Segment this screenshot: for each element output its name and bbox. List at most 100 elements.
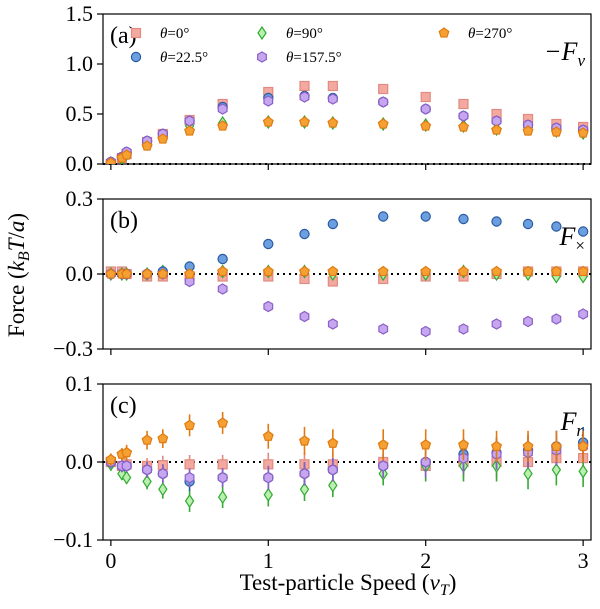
y-tick-label: 0.0 <box>66 449 94 474</box>
data-point <box>523 315 533 328</box>
data-point <box>378 460 389 472</box>
data-point <box>262 265 274 277</box>
data-point <box>491 440 503 452</box>
legend-marker <box>257 25 267 41</box>
data-point <box>157 268 169 279</box>
legend-marker <box>257 51 267 63</box>
series <box>106 114 588 164</box>
data-point <box>522 265 534 277</box>
data-point <box>420 211 431 222</box>
data-point <box>299 91 310 103</box>
data-point <box>327 464 338 476</box>
data-point <box>262 116 274 127</box>
panel-force-label: −Fv <box>544 37 585 70</box>
data-point <box>522 440 534 452</box>
panel-c: −0.1 0.0 0.1 (c) Fn <box>53 371 592 552</box>
panel-letter: (c) <box>110 393 137 419</box>
data-point <box>157 133 169 144</box>
legend-item: θ=157.5° <box>257 50 342 66</box>
y-tick-label: 0.0 <box>66 261 94 286</box>
data-point <box>184 125 196 136</box>
data-point <box>420 91 431 103</box>
series <box>105 91 589 164</box>
data-point <box>121 460 132 472</box>
panel-letter: (b) <box>110 208 138 234</box>
x-tick-label: 0 <box>105 548 116 573</box>
y-tick-label: 1.0 <box>66 51 94 76</box>
data-point <box>551 462 562 477</box>
data-point <box>299 482 310 497</box>
data-point <box>378 96 389 108</box>
data-point <box>577 127 589 138</box>
data-point <box>184 471 195 484</box>
data-point <box>377 439 389 450</box>
data-point <box>105 268 117 279</box>
data-point <box>327 437 339 448</box>
data-point <box>184 115 195 127</box>
legend-label: θ=22.5° <box>160 50 208 66</box>
data-point <box>491 265 503 277</box>
data-point <box>217 253 228 265</box>
data-point <box>458 98 469 110</box>
data-point <box>491 216 502 227</box>
data-point <box>157 468 168 480</box>
series <box>105 268 589 338</box>
data-point <box>263 95 274 107</box>
y-tick-label: 0.0 <box>66 151 94 176</box>
data-point <box>121 268 133 279</box>
data-point <box>458 439 469 450</box>
data-points <box>105 211 589 338</box>
series <box>105 265 589 279</box>
data-point <box>420 265 432 277</box>
legend-item: θ=90° <box>257 25 323 42</box>
data-point <box>327 218 339 230</box>
y-tick-label: 0.5 <box>66 101 94 126</box>
series <box>105 442 589 482</box>
y-tick-label: −0.3 <box>53 336 93 361</box>
data-point <box>217 471 228 484</box>
data-points <box>105 80 589 164</box>
data-point <box>217 459 228 470</box>
panel-force-label: F× <box>559 222 585 255</box>
data-point <box>184 275 195 288</box>
data-point <box>217 265 229 277</box>
data-point <box>217 103 228 115</box>
data-point <box>458 121 469 132</box>
data-point <box>299 435 310 446</box>
data-point <box>141 140 153 151</box>
data-point <box>550 440 562 452</box>
data-point <box>121 446 133 458</box>
data-point <box>328 478 338 493</box>
data-point <box>263 300 274 313</box>
data-point <box>327 93 338 105</box>
legend: θ=0° θ=90° θ=270° θ=22.5° θ=157.5° <box>130 25 512 66</box>
data-point <box>577 265 589 277</box>
data-point <box>420 103 431 115</box>
data-point <box>217 417 229 428</box>
data-point <box>522 218 534 230</box>
data-point <box>184 268 196 279</box>
data-point <box>121 149 133 160</box>
data-point <box>105 157 117 164</box>
data-point <box>263 487 274 502</box>
data-point <box>157 432 169 444</box>
y-tick-label: 0.1 <box>66 371 94 396</box>
data-point <box>523 466 533 481</box>
data-point <box>550 126 562 137</box>
legend-label: θ=0° <box>160 26 189 42</box>
data-point <box>378 323 389 335</box>
series <box>106 264 588 284</box>
data-point <box>378 83 389 95</box>
data-point <box>142 464 153 476</box>
data-point <box>263 238 274 250</box>
data-point <box>141 268 153 279</box>
legend-marker <box>130 27 142 39</box>
data-point <box>105 453 117 465</box>
legend-label: θ=270° <box>468 26 512 42</box>
data-point <box>378 211 389 222</box>
y-axis-label: Force (kBT/a) <box>4 213 33 337</box>
legend-label: θ=157.5° <box>286 50 342 66</box>
series <box>105 266 589 287</box>
series <box>105 80 589 164</box>
data-point <box>551 313 562 325</box>
